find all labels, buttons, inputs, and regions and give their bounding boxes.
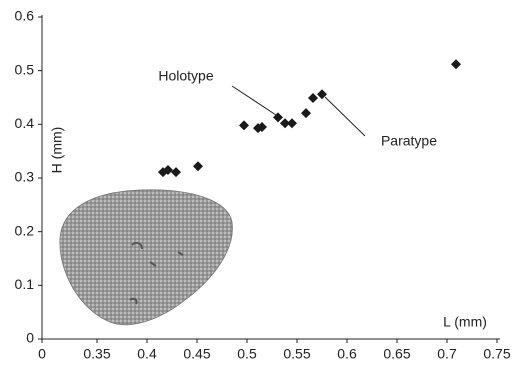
data-point xyxy=(451,59,461,69)
x-tick-label: 0.75 xyxy=(483,346,510,362)
data-point xyxy=(193,161,203,171)
y-tick-label: 0.4 xyxy=(15,115,35,131)
annotation: Holotype xyxy=(158,68,213,84)
data-point xyxy=(301,108,311,118)
x-tick-label: 0.45 xyxy=(183,346,210,362)
x-tick-label: 0.6 xyxy=(337,346,357,362)
x-tick-label: 0.35 xyxy=(83,346,110,362)
x-tick-label: 0 xyxy=(38,346,46,362)
annotation-leader xyxy=(232,86,276,115)
annotation: Paratype xyxy=(381,133,437,149)
specimen-image xyxy=(60,190,233,325)
y-tick-label: 0.2 xyxy=(15,222,35,238)
x-axis-label: L (mm) xyxy=(443,314,487,330)
y-tick-label: 0.6 xyxy=(15,8,35,24)
y-tick-label: 0 xyxy=(26,330,34,346)
x-tick-label: 0.5 xyxy=(237,346,257,362)
x-tick-label: 0.55 xyxy=(283,346,310,362)
data-point xyxy=(308,93,318,103)
y-tick-label: 0.1 xyxy=(15,276,35,292)
data-point xyxy=(287,118,297,128)
x-tick-label: 0.65 xyxy=(383,346,410,362)
annotation-leader xyxy=(325,97,365,136)
y-axis-label: H (mm) xyxy=(49,127,65,174)
x-tick-label: 0.4 xyxy=(137,346,157,362)
y-tick-label: 0.5 xyxy=(15,61,35,77)
data-point xyxy=(171,167,181,177)
data-point xyxy=(239,120,249,130)
chart: H (mm) L (mm) Holotype Paratype 0 0.1 0.2 0… xyxy=(0,0,519,369)
x-tick-label: 0.7 xyxy=(437,346,457,362)
y-tick-label: 0.3 xyxy=(15,169,35,185)
